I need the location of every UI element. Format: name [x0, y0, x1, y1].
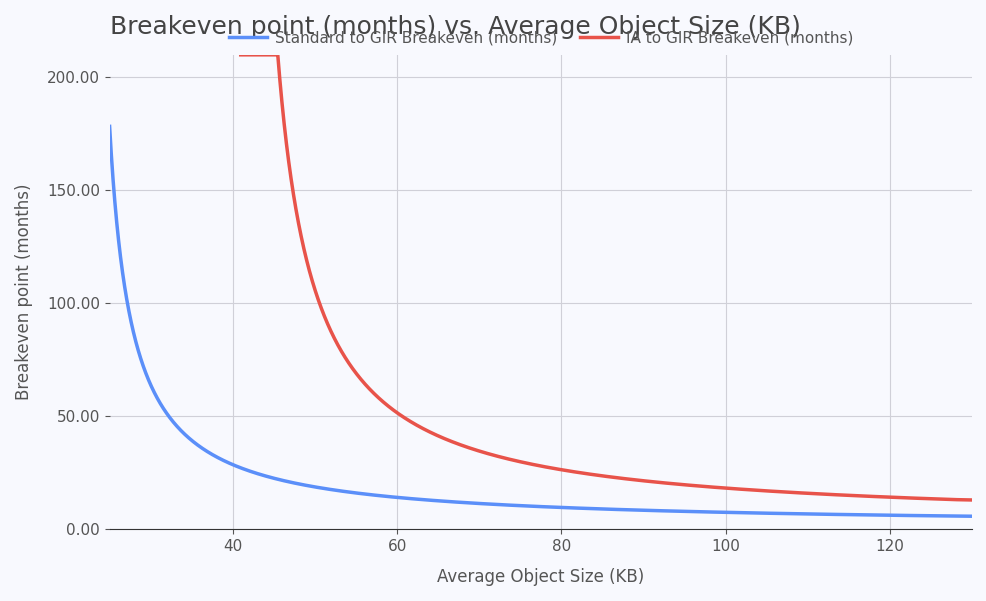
Standard to GIR Breakeven (months): [620, 506, 632, 513]
Legend: Standard to GIR Breakeven (months), IA to GIR Breakeven (months): Standard to GIR Breakeven (months), IA t…: [223, 25, 858, 52]
Standard to GIR Breakeven (months): [260, 472, 272, 480]
Text: Breakeven point (months) vs. Average Object Size (KB): Breakeven point (months) vs. Average Obj…: [109, 15, 800, 39]
Standard to GIR Breakeven (months): [965, 513, 977, 520]
Standard to GIR Breakeven (months): [104, 123, 115, 130]
IA to GIR Breakeven (months): [664, 480, 675, 487]
Line: IA to GIR Breakeven (months): IA to GIR Breakeven (months): [241, 55, 971, 500]
IA to GIR Breakeven (months): [433, 433, 445, 440]
Y-axis label: Breakeven point (months): Breakeven point (months): [15, 184, 33, 400]
IA to GIR Breakeven (months): [260, 51, 272, 58]
IA to GIR Breakeven (months): [746, 486, 758, 493]
Standard to GIR Breakeven (months): [664, 507, 675, 514]
Standard to GIR Breakeven (months): [746, 509, 758, 516]
X-axis label: Average Object Size (KB): Average Object Size (KB): [437, 568, 644, 586]
Line: Standard to GIR Breakeven (months): Standard to GIR Breakeven (months): [109, 126, 971, 516]
Standard to GIR Breakeven (months): [811, 510, 823, 517]
IA to GIR Breakeven (months): [965, 496, 977, 504]
Standard to GIR Breakeven (months): [433, 497, 445, 504]
IA to GIR Breakeven (months): [620, 475, 632, 483]
IA to GIR Breakeven (months): [811, 490, 823, 498]
